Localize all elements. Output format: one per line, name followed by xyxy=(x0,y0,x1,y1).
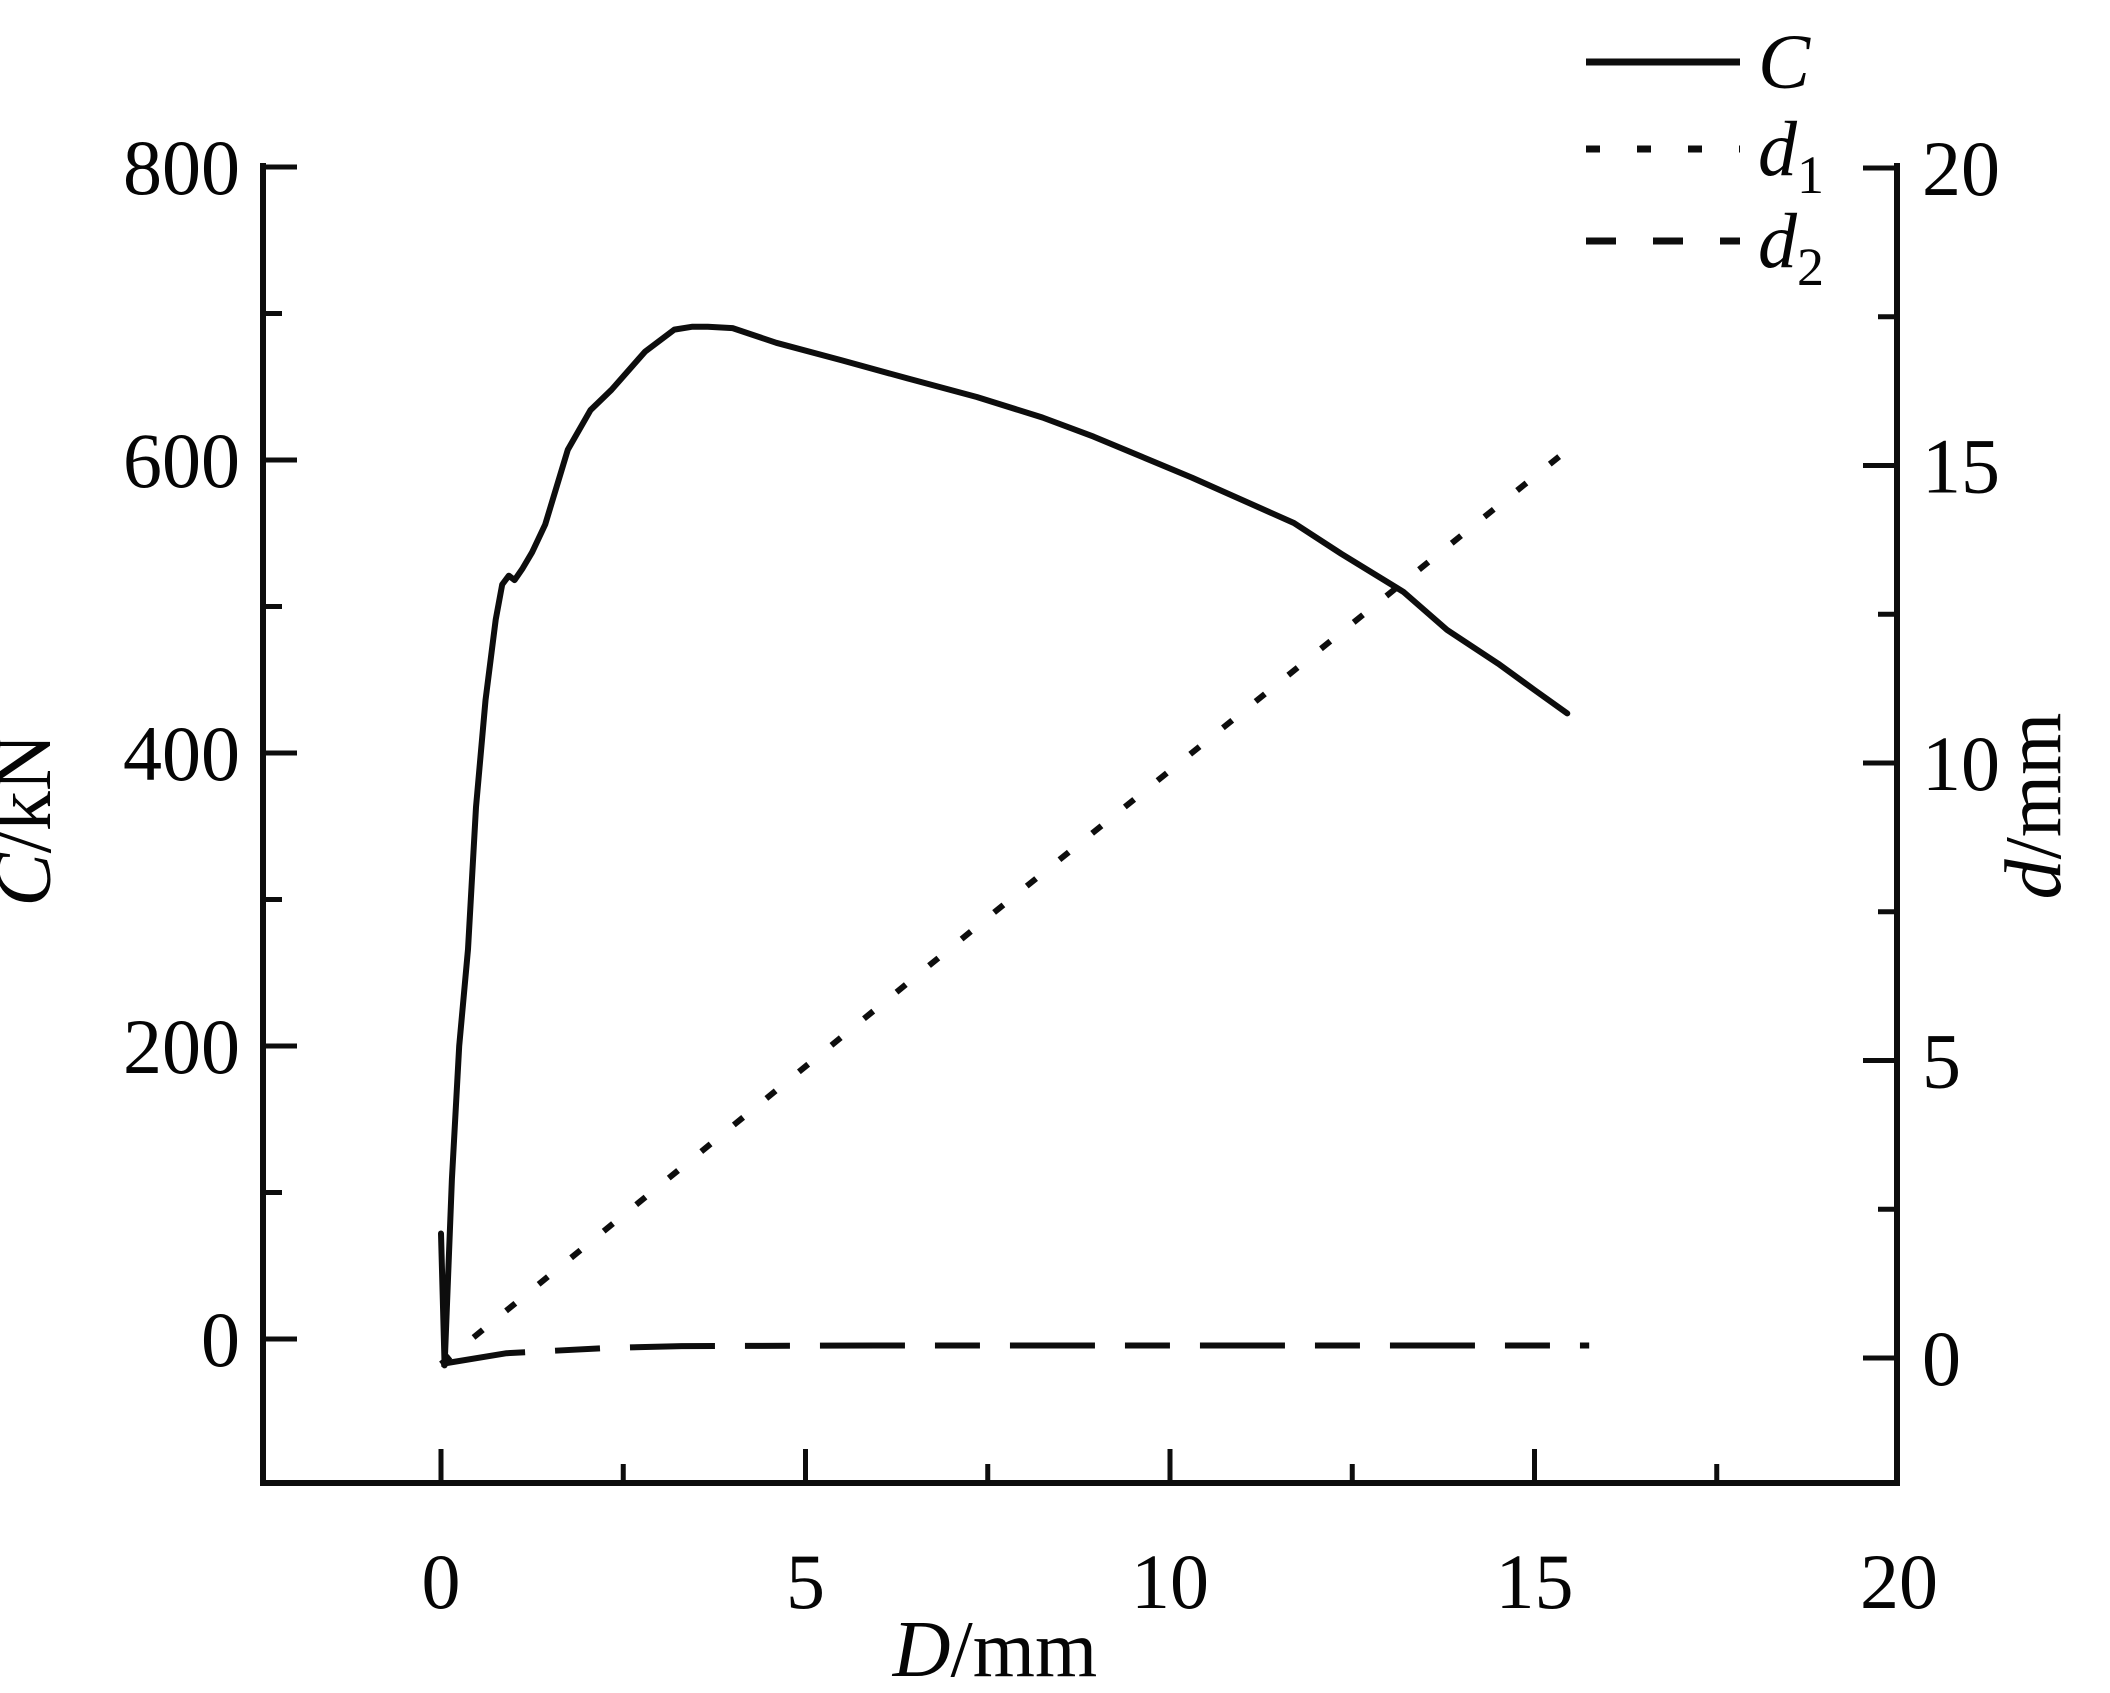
right-y-axis-tick-label: 15 xyxy=(1922,423,2000,510)
right-y-axis-tick-label: 20 xyxy=(1922,125,2000,212)
plot-series xyxy=(438,323,1590,1369)
left-y-axis-tick-label: 400 xyxy=(123,710,240,797)
x-axis-tick-label: 20 xyxy=(1860,1538,1938,1625)
x-axis-tick-label: 10 xyxy=(1131,1538,1209,1625)
right-y-axis-tick-label: 0 xyxy=(1922,1315,1961,1402)
left-y-axis-title: C/kN xyxy=(0,733,68,906)
x-axis-tick-label: 0 xyxy=(422,1538,461,1625)
left-y-axis-tick-label: 200 xyxy=(123,1003,240,1090)
left-y-axis-tick-label: 800 xyxy=(123,124,240,211)
right-y-axis-tick-label: 5 xyxy=(1922,1018,1961,1105)
legend-entry-d2: d2 xyxy=(1586,197,1824,297)
legend-entry-label: C xyxy=(1758,18,1811,105)
right-y-axis-title: d/mm xyxy=(1990,713,2078,900)
series-C-line xyxy=(438,323,1571,1369)
axes: 0 5 10 15 20 800 600 400 200 0 20 15 10 5 0 D/mm C/kN d/m… xyxy=(0,124,2078,1693)
series-d1-line xyxy=(439,449,1567,1367)
left-y-axis-tick-label: 600 xyxy=(123,417,240,504)
legend-entry-label: d1 xyxy=(1758,105,1824,205)
left-y-axis-tick-label: 0 xyxy=(201,1296,240,1383)
x-axis-tick-label: 15 xyxy=(1496,1538,1574,1625)
right-y-axis-tick-label: 10 xyxy=(1922,720,2000,807)
legend-entry-d1: d1 xyxy=(1586,105,1824,205)
x-axis-title: D/mm xyxy=(892,1606,1097,1693)
series-d2-line xyxy=(440,1342,1590,1367)
x-axis-tick-label: 5 xyxy=(786,1538,825,1625)
legend-entry-C: C xyxy=(1586,18,1811,105)
legend-entry-label: d2 xyxy=(1758,197,1824,297)
